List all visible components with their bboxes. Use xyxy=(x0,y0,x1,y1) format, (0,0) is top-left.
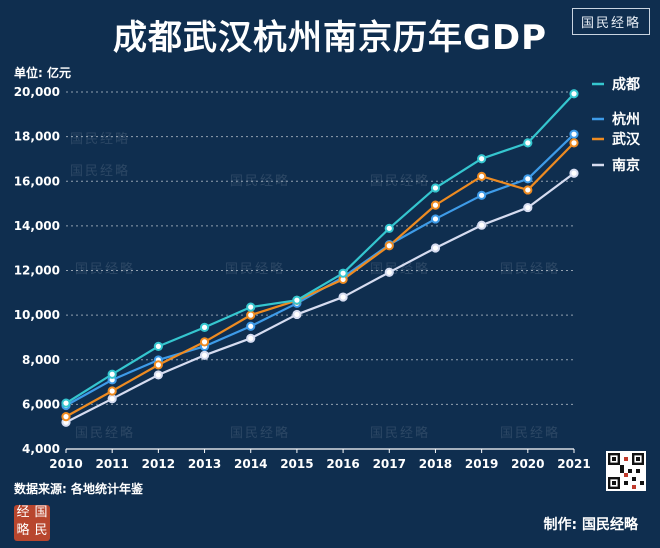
source-note: 数据来源: 各地统计年鉴 xyxy=(14,482,143,496)
seal-logo: 经 国 略 民 xyxy=(14,505,50,541)
data-point xyxy=(430,214,441,224)
data-point xyxy=(523,202,533,213)
data-point xyxy=(338,292,348,302)
data-point xyxy=(430,200,441,210)
data-point xyxy=(246,310,256,320)
seal-char: 民 xyxy=(34,523,48,538)
data-point xyxy=(384,223,394,233)
x-tick-label: 2010 xyxy=(49,457,82,471)
legend-label: 成都 xyxy=(612,76,640,93)
data-point xyxy=(292,295,302,305)
data-point xyxy=(569,138,579,148)
data-point xyxy=(477,190,487,200)
data-point xyxy=(199,350,210,360)
data-point xyxy=(384,241,394,251)
data-point xyxy=(107,369,117,379)
data-point xyxy=(107,394,117,404)
x-tick-label: 2020 xyxy=(511,457,544,471)
series-line xyxy=(65,133,575,407)
y-tick-label: 4,000 xyxy=(22,442,60,456)
data-point xyxy=(246,321,256,331)
data-point xyxy=(477,171,487,181)
data-point xyxy=(292,309,302,320)
series-line xyxy=(65,172,575,424)
series-line xyxy=(65,93,575,405)
legend-label: 杭州 xyxy=(612,111,640,128)
data-point xyxy=(569,129,579,139)
x-tick-label: 2017 xyxy=(373,457,406,471)
data-point xyxy=(338,268,348,278)
qr-code-icon xyxy=(606,451,646,491)
y-tick-label: 18,000 xyxy=(14,130,60,144)
data-point xyxy=(153,360,163,370)
y-tick-label: 20,000 xyxy=(14,85,60,99)
seal-char: 经 xyxy=(16,505,30,520)
x-tick-label: 2018 xyxy=(419,457,452,471)
y-tick-label: 8,000 xyxy=(22,353,60,367)
series-line xyxy=(65,142,575,418)
data-point xyxy=(153,341,163,351)
seal-char: 国 xyxy=(34,505,48,520)
data-point xyxy=(523,138,533,148)
data-point xyxy=(61,398,71,408)
data-point xyxy=(569,168,579,178)
data-point xyxy=(430,183,441,193)
data-point xyxy=(153,370,163,380)
data-point xyxy=(199,322,210,332)
y-tick-label: 6,000 xyxy=(22,397,60,411)
y-tick-label: 14,000 xyxy=(14,219,60,233)
y-tick-label: 12,000 xyxy=(14,264,60,278)
chart-title: 成都武汉杭州南京历年GDP xyxy=(112,18,548,58)
data-point xyxy=(199,337,210,347)
legend-label: 南京 xyxy=(612,157,640,174)
y-tick-label: 10,000 xyxy=(14,308,60,322)
data-point xyxy=(246,333,256,343)
data-point xyxy=(107,386,117,396)
data-point xyxy=(477,154,487,164)
seal-char: 略 xyxy=(16,523,30,538)
x-tick-label: 2016 xyxy=(326,457,359,471)
x-tick-label: 2011 xyxy=(95,457,128,471)
x-tick-label: 2015 xyxy=(280,457,313,471)
brand-logo: 国民经略 xyxy=(571,8,650,35)
data-point xyxy=(61,412,71,422)
data-point xyxy=(384,267,394,277)
data-point xyxy=(523,185,533,195)
x-tick-label: 2013 xyxy=(188,457,221,471)
data-point xyxy=(569,89,579,99)
legend-label: 武汉 xyxy=(612,131,641,148)
data-point xyxy=(430,243,441,253)
data-point xyxy=(246,302,256,312)
x-tick-label: 2019 xyxy=(465,457,498,471)
y-tick-label: 16,000 xyxy=(14,174,60,188)
data-point xyxy=(477,220,487,230)
x-tick-label: 2012 xyxy=(142,457,175,471)
unit-label: 单位: 亿元 xyxy=(14,66,71,80)
credit-text: 制作: 国民经略 xyxy=(543,517,638,533)
x-tick-label: 2014 xyxy=(234,457,267,471)
data-point xyxy=(523,174,533,184)
x-tick-label: 2021 xyxy=(557,457,590,471)
